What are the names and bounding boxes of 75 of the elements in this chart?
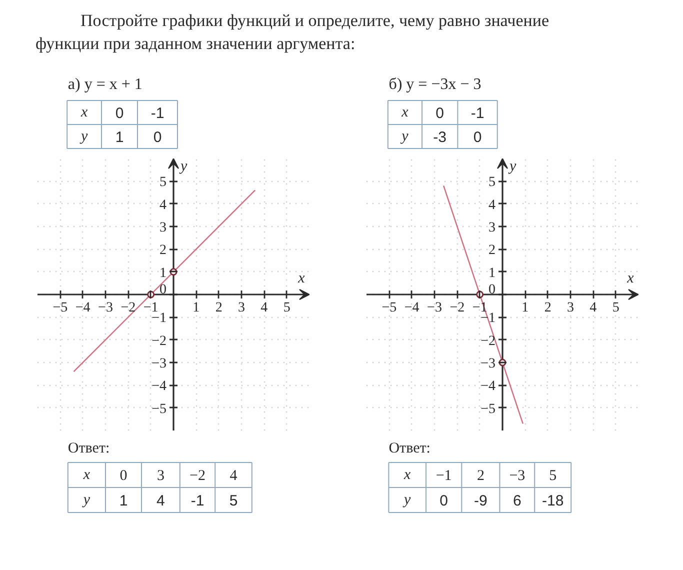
x-tick-label: 4 xyxy=(260,300,268,316)
text: −1 xyxy=(436,468,452,484)
chart-title: Постройте графики функций и определите, чему равно значение функции при заданном значении аргумента: xyxy=(36,11,549,53)
y-tick-label: 5 xyxy=(160,175,166,190)
chart-subtitle: а) y = x + 1 xyxy=(68,76,142,93)
text: -18 xyxy=(542,492,564,510)
text: 5 xyxy=(549,468,557,484)
text: y xyxy=(81,492,90,508)
y-tick-label: 3 xyxy=(488,220,496,236)
text: -9 xyxy=(474,492,488,510)
x-tick-label: 2 xyxy=(215,300,222,316)
text: y xyxy=(402,492,412,508)
text: x xyxy=(80,104,88,120)
y-tick-label: −5 xyxy=(480,402,496,417)
text: y xyxy=(400,128,409,144)
x-tick-label: 3 xyxy=(238,300,245,316)
text: Ответ: xyxy=(68,440,110,456)
text: x xyxy=(400,104,409,120)
text: x xyxy=(403,467,412,483)
text: -1 xyxy=(190,492,204,510)
text: 0 xyxy=(440,492,448,510)
y-tick-label: −1 xyxy=(152,311,167,326)
y-tick-label: 0 xyxy=(160,282,166,298)
x-tick-label: −4 xyxy=(75,300,90,316)
y-tick-label: −2 xyxy=(480,334,496,349)
x-tick-label: −2 xyxy=(120,300,136,316)
y-axis-title: y xyxy=(508,158,516,174)
text: 5 xyxy=(229,492,238,510)
text: −3 xyxy=(509,468,526,484)
x-tick-label: 2 xyxy=(544,300,552,316)
text: -1 xyxy=(150,105,164,122)
y-tick-label: 1 xyxy=(160,266,166,281)
text: 0 xyxy=(120,468,128,484)
text: 1 xyxy=(115,129,124,146)
text: 6 xyxy=(513,492,522,510)
y-tick-label: −4 xyxy=(152,379,167,394)
x-tick-label: −5 xyxy=(382,300,397,316)
text: -1 xyxy=(470,105,484,122)
text: −2 xyxy=(190,468,206,484)
x-tick-label: −5 xyxy=(52,300,68,316)
text: 4 xyxy=(230,468,238,484)
y-tick-label: −4 xyxy=(480,379,496,394)
x-tick-label: 3 xyxy=(567,300,574,316)
text: 0 xyxy=(436,105,444,122)
x-tick-label: −3 xyxy=(427,300,442,316)
y-axis-title: y xyxy=(178,158,188,174)
y-tick-label: 5 xyxy=(488,175,496,190)
y-tick-label: 2 xyxy=(160,243,166,258)
text: 0 xyxy=(115,105,124,122)
x-tick-label: 4 xyxy=(590,300,597,316)
x-tick-label: 5 xyxy=(612,300,620,316)
y-tick-label: 4 xyxy=(488,198,496,213)
x-tick-label: 5 xyxy=(283,300,290,316)
x-tick-label: −4 xyxy=(404,300,420,316)
text: Ответ: xyxy=(388,440,430,456)
x-axis-title: x xyxy=(297,270,306,286)
y-tick-label: −5 xyxy=(152,402,167,417)
chart-subtitle: б) y = −3x − 3 xyxy=(388,76,482,93)
y-tick-label: 1 xyxy=(488,266,496,281)
y-tick-label: 0 xyxy=(488,282,496,298)
text: -3 xyxy=(433,129,447,146)
x-axis-title: x xyxy=(626,270,634,286)
y-tick-label: −2 xyxy=(152,334,167,349)
y-tick-label: 3 xyxy=(160,220,166,236)
text: x xyxy=(82,467,90,483)
y-tick-label: −3 xyxy=(480,356,496,372)
y-tick-label: 2 xyxy=(488,243,496,258)
x-tick-label: 1 xyxy=(522,300,529,316)
text: y xyxy=(78,128,88,144)
y-tick-label: −3 xyxy=(152,356,167,372)
y-tick-label: 4 xyxy=(160,198,166,213)
x-tick-label: −3 xyxy=(98,300,113,316)
text: 1 xyxy=(119,492,128,510)
x-tick-label: −2 xyxy=(450,300,465,316)
x-tick-label: 1 xyxy=(192,300,200,316)
